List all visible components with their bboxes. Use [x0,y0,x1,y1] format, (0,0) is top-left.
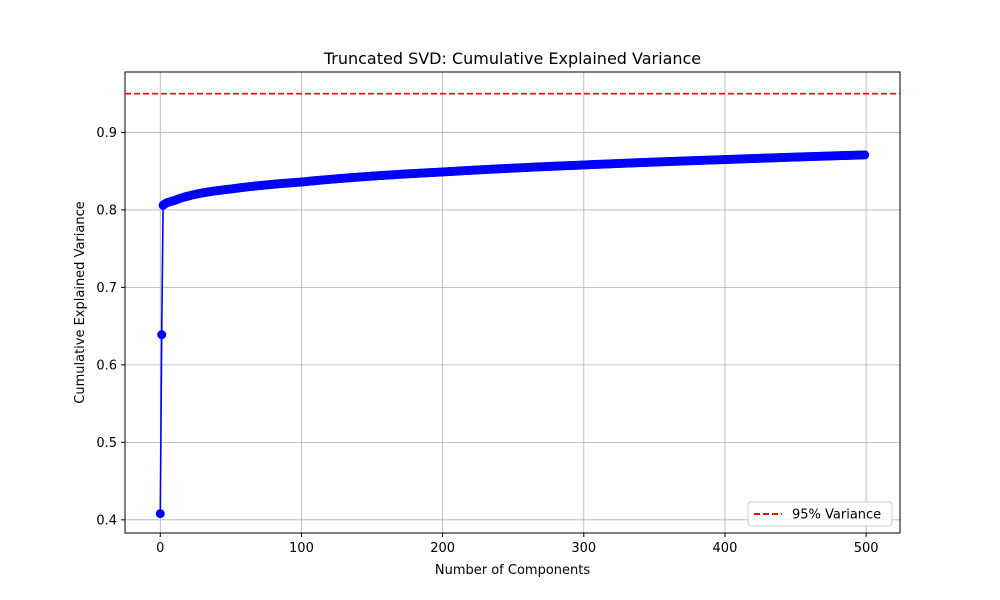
x-tick-label: 200 [430,541,455,556]
axes-border [124,71,901,534]
x-tick-label: 0 [156,541,164,556]
data-point [860,150,870,160]
y-tick-label: 0.4 [96,513,117,528]
chart-title: Truncated SVD: Cumulative Explained Vari… [323,49,701,68]
y-tick-label: 0.5 [96,436,117,451]
x-tick-label: 400 [713,541,738,556]
legend-label-95-variance: 95% Variance [792,508,881,523]
y-tick-label: 0.6 [96,358,117,373]
x-axis-label: Number of Components [435,563,590,578]
data-point [155,509,165,519]
y-axis-label: Cumulative Explained Variance [73,201,88,403]
y-tick-label: 0.7 [96,281,117,296]
y-tick-label: 0.9 [96,126,117,141]
legend-box [747,501,893,527]
y-tick-label: 0.8 [96,203,117,218]
ticks: 0 100 200 300 400 500 0.4 0.5 0.6 0.7 0.8 0.9 [96,126,878,556]
x-tick-label: 500 [854,541,879,556]
axes-frame [124,71,901,534]
legend: 95% Variance [747,501,893,527]
data-point [157,330,167,340]
series-points-group [155,150,870,519]
x-tick-label: 100 [289,541,314,556]
x-tick-label: 300 [571,541,596,556]
